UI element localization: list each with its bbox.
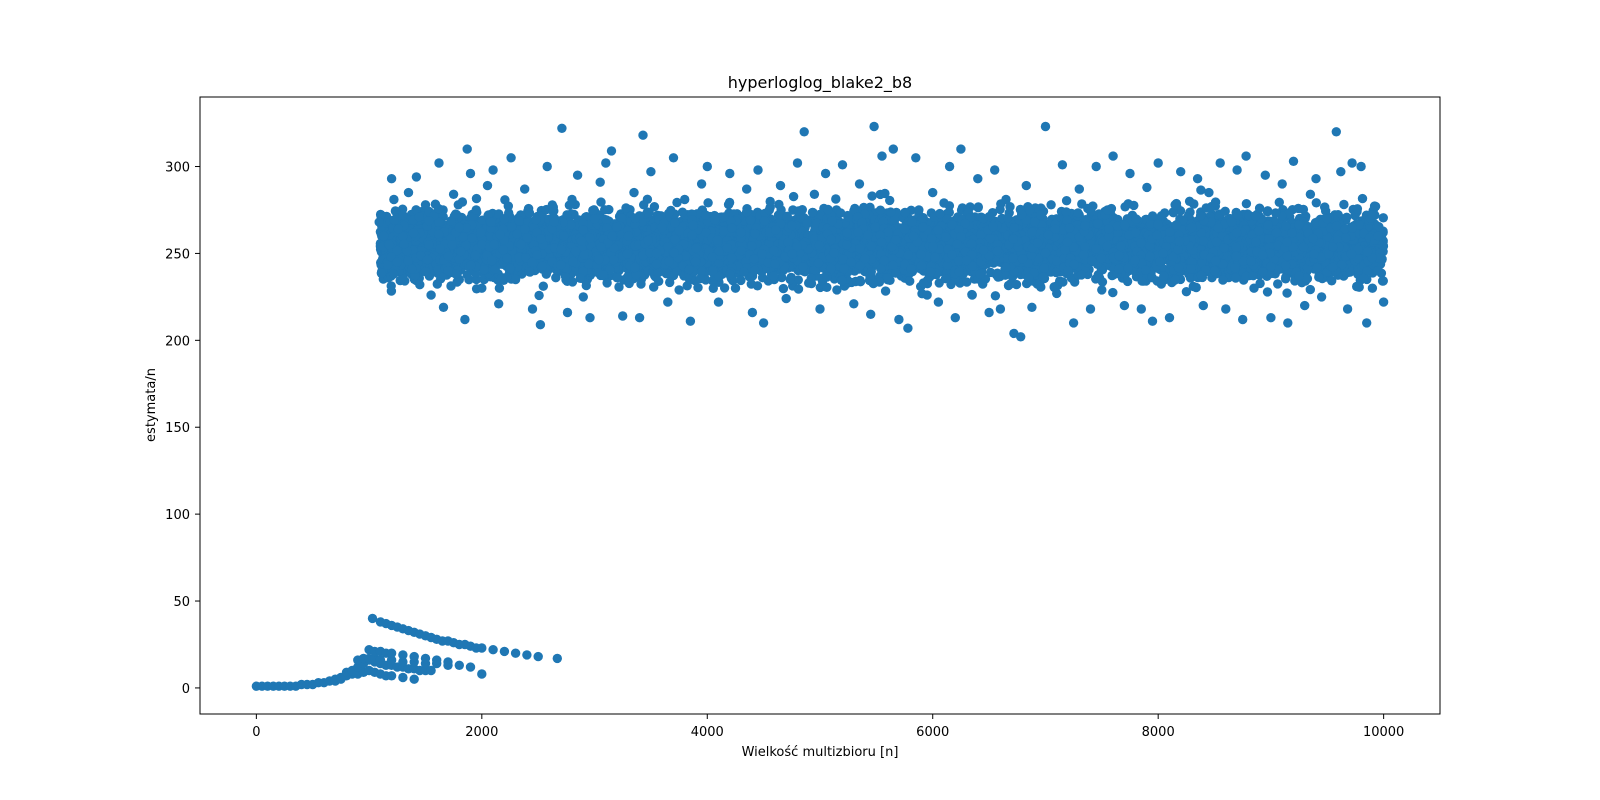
data-point bbox=[703, 198, 713, 208]
data-point bbox=[1262, 287, 1273, 297]
data-point bbox=[1274, 197, 1285, 207]
data-point bbox=[1327, 276, 1337, 286]
data-point bbox=[1284, 209, 1294, 219]
data-point bbox=[1339, 199, 1349, 210]
data-point bbox=[471, 193, 482, 204]
data-point bbox=[1061, 207, 1072, 217]
data-point bbox=[600, 205, 610, 215]
data-point bbox=[693, 282, 703, 293]
data-point bbox=[596, 197, 606, 207]
data-point bbox=[707, 276, 718, 286]
data-point bbox=[538, 281, 548, 291]
data-point bbox=[452, 277, 462, 287]
data-point bbox=[788, 191, 799, 202]
data-point bbox=[1094, 272, 1104, 282]
data-point bbox=[386, 286, 397, 296]
data-point bbox=[1377, 276, 1388, 286]
data-point bbox=[1037, 220, 1047, 230]
data-point bbox=[822, 282, 832, 292]
data-point bbox=[1196, 185, 1206, 195]
data-point bbox=[453, 200, 463, 210]
data-point bbox=[973, 202, 983, 212]
data-point bbox=[778, 283, 789, 294]
data-point bbox=[995, 204, 1005, 215]
data-points bbox=[251, 121, 1389, 691]
data-point bbox=[990, 291, 1001, 301]
data-point bbox=[494, 283, 505, 293]
data-point bbox=[719, 283, 730, 293]
data-point bbox=[1005, 202, 1015, 212]
data-point bbox=[636, 279, 646, 289]
data-point bbox=[1108, 287, 1118, 298]
data-point bbox=[885, 195, 895, 206]
data-point bbox=[614, 282, 624, 292]
data-point bbox=[534, 290, 544, 301]
data-point bbox=[831, 194, 841, 204]
data-point bbox=[793, 275, 803, 285]
data-point bbox=[1311, 198, 1322, 208]
data-point bbox=[777, 272, 787, 283]
data-point bbox=[639, 200, 649, 210]
data-point bbox=[672, 197, 682, 208]
data-point bbox=[602, 278, 612, 288]
